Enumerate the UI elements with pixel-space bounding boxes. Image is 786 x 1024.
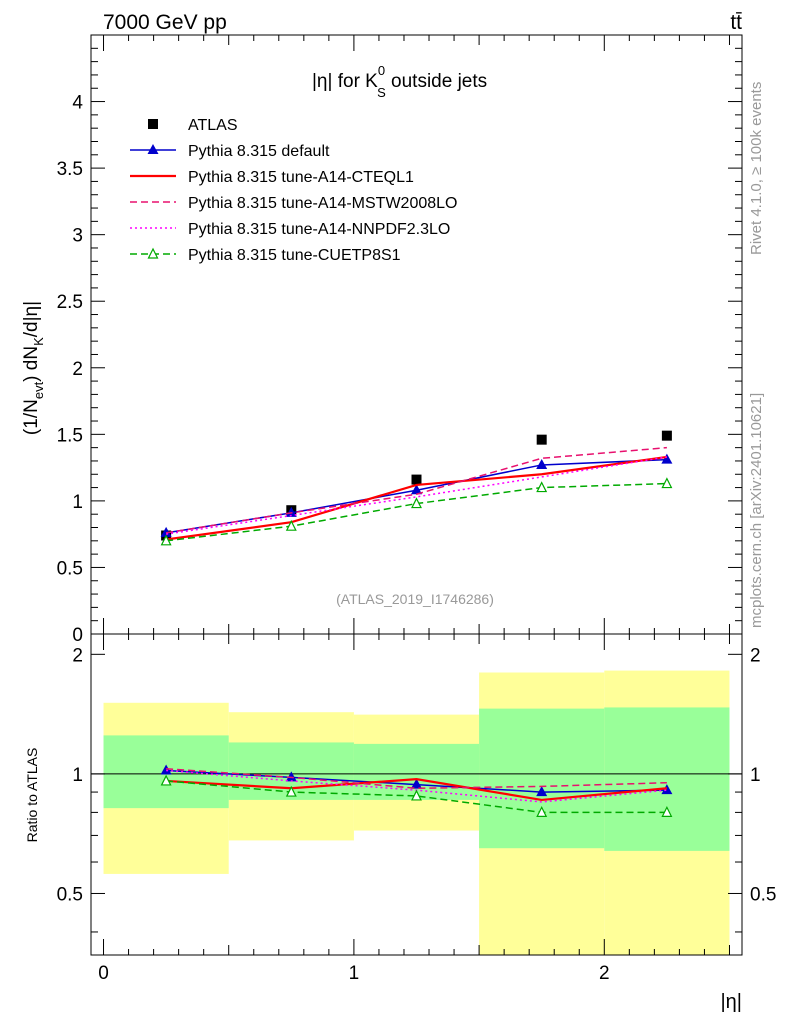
- axis-ticks: 0 0.5 1 1.5 2 2.5 3 3.5 4 0 1 2 0.5 0.5 1 1 2 2: [57, 35, 776, 984]
- main-title: |η| for K0 S outside jets: [312, 63, 487, 100]
- axes-frames: [90, 34, 743, 956]
- main-point-atlas-3: [536, 434, 547, 445]
- main-point-pythia-8-315-tune-cuetp8s1-3: [536, 481, 548, 493]
- ratio-ytick-label-right-2: 2: [750, 645, 761, 666]
- ratio-ytick-label-left-0: 0.5: [57, 884, 83, 905]
- main-ylabel: (1/Nevt) dNK/d|η|: [21, 301, 46, 435]
- ratio-xtick-label-1: 1: [349, 963, 360, 984]
- main-point-pythia-8-315-default-3: [536, 458, 548, 469]
- main-ytick-label-7: 3.5: [57, 159, 83, 180]
- main-series-lines: [160, 430, 673, 546]
- ratio-line-pythia-8-315-tune-a14-mstw2008lo: [166, 768, 667, 790]
- main-ytick-label-0: 0: [72, 625, 83, 646]
- ratio-point-pythia-8-315-default-2: [411, 778, 422, 789]
- main-point-pythia-8-315-default-2: [411, 484, 422, 495]
- ratio-point-pythia-8-315-tune-cuetp8s1-0: [160, 774, 172, 786]
- legend-marker-pythia-8-315-tune-cuetp8s1: [147, 247, 159, 259]
- ratio-ylabel: Ratio to ATLAS: [24, 748, 40, 843]
- main-point-pythia-8-315-default-1: [285, 506, 297, 517]
- ratio-xtick-label-2: 2: [599, 963, 610, 984]
- analysis-watermark: (ATLAS_2019_I1746286): [336, 591, 494, 607]
- main-ytick-label-1: 0.5: [57, 558, 83, 579]
- legend-label-pythia-8-315-default: Pythia 8.315 default: [188, 143, 330, 160]
- ratio-point-pythia-8-315-tune-cuetp8s1-4: [661, 806, 673, 817]
- legend-label-pythia-8-315-tune-a14-mstw2008lo: Pythia 8.315 tune-A14-MSTW2008LO: [188, 195, 457, 212]
- ratio-ytick-label-right-0: 0.5: [750, 884, 776, 905]
- ratio-ytick-label-left-1: 1: [72, 765, 83, 786]
- ratio-ytick-label-left-2: 2: [72, 645, 83, 666]
- ratio-point-pythia-8-315-default-1: [285, 771, 297, 782]
- main-line-pythia-8-315-tune-a14-cteql1: [165, 455, 668, 541]
- ratio-line-pythia-8-315-tune-a14-cteql1: [166, 778, 667, 802]
- main-point-atlas-4: [661, 430, 672, 441]
- header-left: 7000 GeV pp: [103, 11, 227, 34]
- main-ytick-label-8: 4: [72, 93, 83, 114]
- ratio-point-pythia-8-315-tune-cuetp8s1-3: [536, 806, 548, 817]
- main-ytick-label-3: 1.5: [57, 425, 83, 446]
- ratio-point-pythia-8-315-default-3: [536, 786, 548, 797]
- main-ytick-label-4: 2: [72, 359, 83, 380]
- ratio-point-pythia-8-315-tune-cuetp8s1-2: [411, 789, 422, 801]
- main-point-pythia-8-315-tune-cuetp8s1-1: [285, 519, 297, 531]
- main-point-pythia-8-315-tune-cuetp8s1-4: [661, 477, 673, 489]
- legend-label-atlas: ATLAS: [188, 117, 238, 134]
- legend-label-pythia-8-315-tune-a14-nnpdf2-3lo: Pythia 8.315 tune-A14-NNPDF2.3LO: [188, 221, 450, 238]
- legend-label-pythia-8-315-tune-a14-cteql1: Pythia 8.315 tune-A14-CTEQL1: [188, 169, 414, 186]
- main-ytick-label-5: 2.5: [57, 292, 83, 313]
- ratio-series-lines: [160, 764, 673, 817]
- header-right: tt̄: [730, 11, 742, 34]
- ratio-xtick-label-0: 0: [98, 963, 109, 984]
- legend-marker-atlas: [148, 119, 158, 129]
- ratio-ytick-label-right-1: 1: [750, 765, 761, 786]
- main-point-pythia-8-315-tune-cuetp8s1-0: [160, 534, 172, 546]
- inner-band-bin-4: [604, 707, 730, 851]
- main-ytick-label-6: 3: [72, 226, 83, 247]
- main-line-pythia-8-315-tune-a14-mstw2008lo: [165, 446, 667, 534]
- mcplots-label: mcplots.cern.ch [arXiv:2401.10621]: [748, 393, 765, 628]
- legend: ATLAS Pythia 8.315 default Pythia 8.315 tu…: [130, 117, 457, 264]
- ratio-frame: [90, 633, 743, 956]
- main-point-pythia-8-315-default-0: [160, 526, 172, 537]
- main-point-atlas-2: [411, 474, 422, 485]
- rivet-label: Rivet 4.1.0, ≥ 100k events: [748, 82, 765, 255]
- ratio-point-pythia-8-315-tune-cuetp8s1-1: [285, 785, 297, 797]
- inner-band-bin-3: [479, 708, 605, 849]
- main-point-pythia-8-315-default-4: [661, 453, 673, 464]
- x-axis-label: |η|: [720, 991, 742, 1013]
- ratio-line-pythia-8-315-tune-cuetp8s1: [166, 780, 667, 814]
- main-line-pythia-8-315-tune-a14-nnpdf2-3lo: [166, 456, 668, 535]
- main-line-pythia-8-315-default: [165, 458, 667, 534]
- main-point-pythia-8-315-tune-cuetp8s1-2: [411, 497, 422, 509]
- legend-marker-pythia-8-315-default: [147, 144, 159, 154]
- legend-label-pythia-8-315-tune-cuetp8s1: Pythia 8.315 tune-CUETP8S1: [188, 247, 401, 264]
- main-ytick-label-2: 1: [72, 492, 83, 513]
